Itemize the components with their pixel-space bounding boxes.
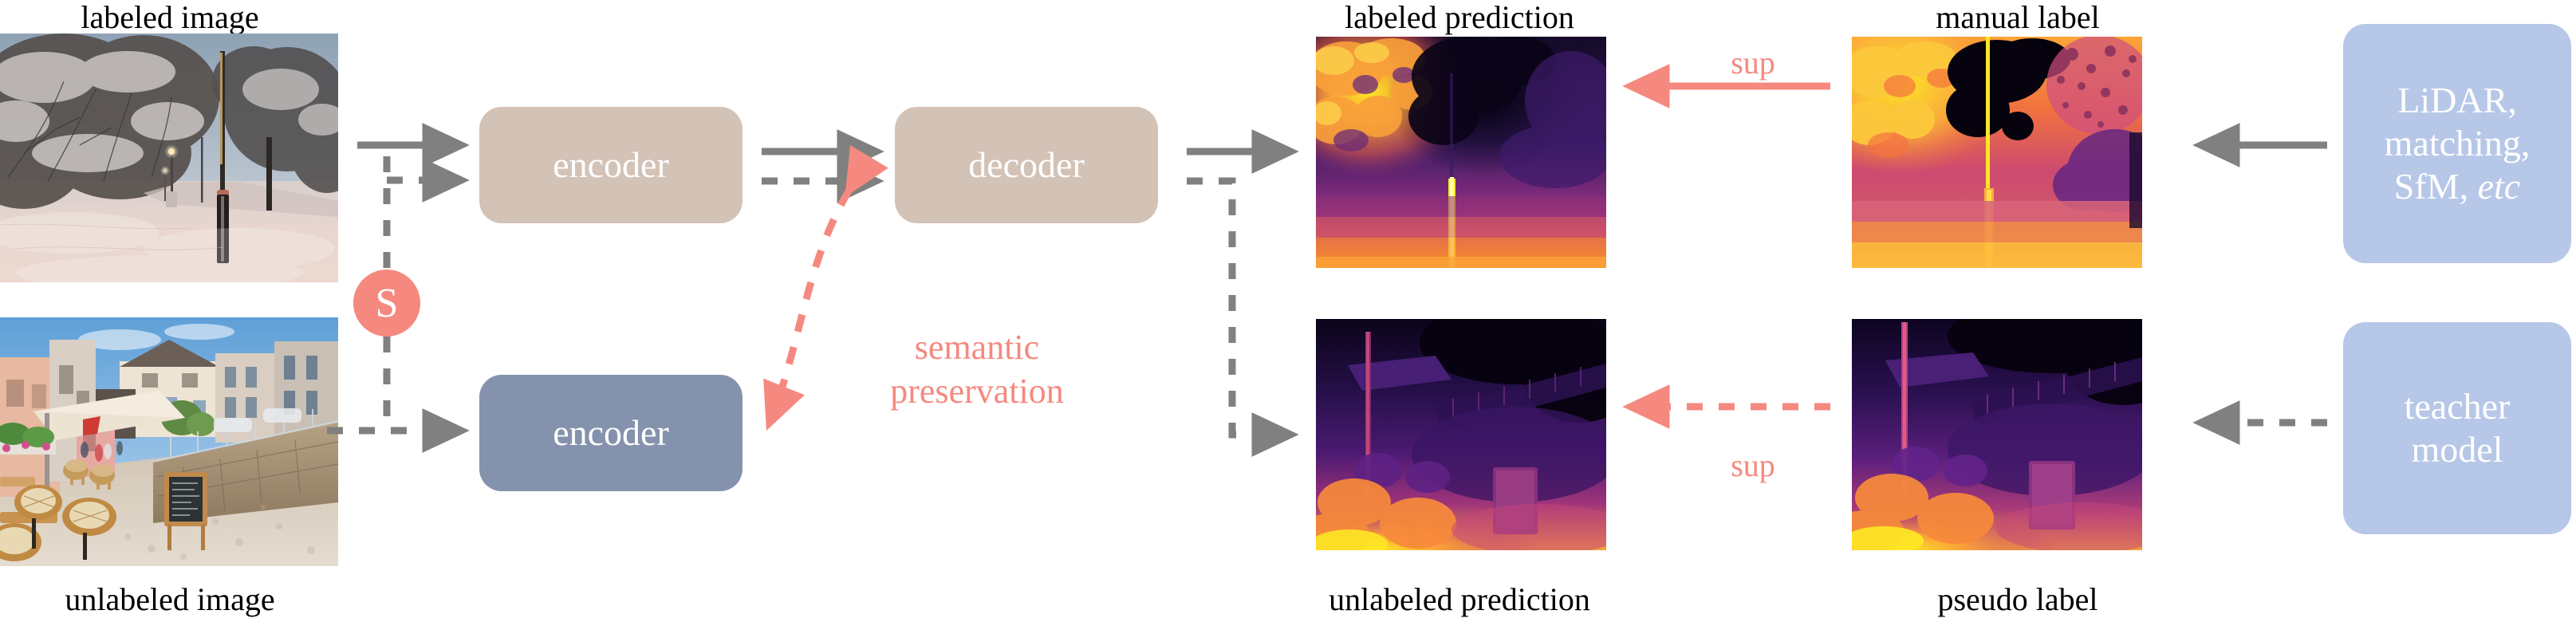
- unlabeled-image-thumbnail: [0, 317, 338, 566]
- decoder-label: decoder: [968, 144, 1085, 185]
- sup-label-bottom: sup: [1731, 447, 1775, 483]
- perturbation-node-label: S: [375, 280, 399, 326]
- supervised-source-line-2: matching,: [2384, 122, 2531, 163]
- encoder-top-label: encoder: [553, 144, 669, 185]
- supervised-source-etc: etc: [2477, 166, 2521, 207]
- encoder-bottom-box[interactable]: encoder: [479, 375, 742, 491]
- teacher-model-line-1: teacher: [2404, 385, 2511, 427]
- caption-unlabeled-image: unlabeled image: [65, 581, 275, 617]
- perturbation-node-s[interactable]: S: [353, 270, 420, 337]
- supervised-source-line-3: SfM, etc: [2394, 165, 2520, 208]
- labeled-prediction-thumbnail: [1316, 37, 1606, 268]
- teacher-model-box[interactable]: teacher model: [2343, 322, 2571, 534]
- supervised-source-sfm: SfM,: [2393, 166, 2469, 207]
- teacher-model-line-2: model: [2411, 429, 2503, 470]
- supervised-source-box[interactable]: LiDAR, matching, SfM, etc: [2343, 24, 2571, 263]
- caption-manual-label: manual label: [1936, 0, 2100, 35]
- caption-unlabeled-prediction: unlabeled prediction: [1329, 581, 1590, 617]
- labeled-image-thumbnail: [0, 33, 338, 282]
- edge-semantic-preservation: [763, 144, 888, 431]
- decoder-box[interactable]: decoder: [895, 107, 1158, 223]
- pseudo-label-thumbnail: [1852, 319, 2142, 550]
- edge-decoder-to-unlabeled-prediction: [1187, 177, 1299, 457]
- semantic-preservation-line-1: semantic: [914, 328, 1040, 367]
- semantic-preservation-line-2: preservation: [890, 372, 1064, 411]
- caption-pseudo-label: pseudo label: [1937, 581, 2098, 617]
- manual-label-thumbnail: [1852, 37, 2142, 268]
- sup-label-top: sup: [1731, 45, 1775, 81]
- supervised-source-line-1: LiDAR,: [2397, 79, 2517, 120]
- semantic-preservation-label: semantic preservation: [845, 325, 1109, 413]
- caption-labeled-prediction: labeled prediction: [1345, 0, 1574, 35]
- encoder-top-box[interactable]: encoder: [479, 107, 742, 223]
- encoder-bottom-label: encoder: [553, 411, 669, 453]
- unlabeled-prediction-thumbnail: [1316, 319, 1606, 550]
- caption-labeled-image: labeled image: [81, 0, 259, 35]
